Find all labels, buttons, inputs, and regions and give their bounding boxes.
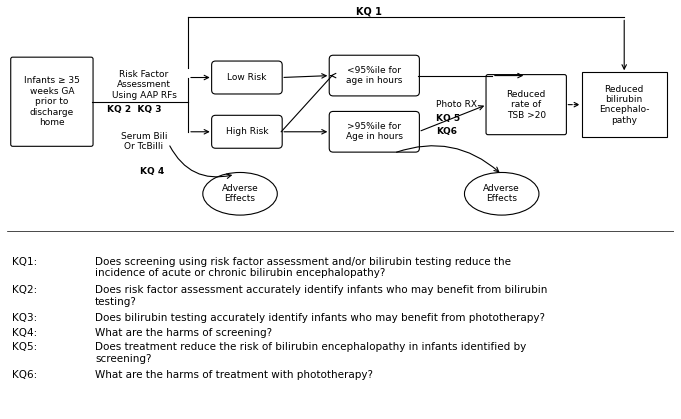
Ellipse shape bbox=[464, 173, 539, 215]
Text: Does risk factor assessment accurately identify infants who may benefit from bil: Does risk factor assessment accurately i… bbox=[95, 285, 548, 307]
Text: KQ2:: KQ2: bbox=[12, 285, 37, 295]
Text: KQ3:: KQ3: bbox=[12, 313, 37, 323]
Text: KQ4:: KQ4: bbox=[12, 328, 37, 338]
Text: KQ 2  KQ 3: KQ 2 KQ 3 bbox=[107, 105, 161, 114]
Text: <95%ile for
age in hours: <95%ile for age in hours bbox=[346, 66, 402, 85]
FancyBboxPatch shape bbox=[212, 115, 282, 148]
FancyBboxPatch shape bbox=[486, 75, 567, 134]
Text: Does bilirubin testing accurately identify infants who may benefit from photothe: Does bilirubin testing accurately identi… bbox=[95, 313, 545, 323]
Text: Adverse
Effects: Adverse Effects bbox=[222, 184, 258, 204]
FancyBboxPatch shape bbox=[11, 57, 93, 146]
Text: High Risk: High Risk bbox=[225, 127, 268, 136]
Text: Does screening using risk factor assessment and/or bilirubin testing reduce the
: Does screening using risk factor assessm… bbox=[95, 257, 511, 278]
Text: KQ 5: KQ 5 bbox=[436, 114, 460, 123]
Text: Photo RX: Photo RX bbox=[436, 100, 477, 109]
Text: Reduced
rate of
TSB >20: Reduced rate of TSB >20 bbox=[507, 90, 546, 119]
Text: Does treatment reduce the risk of bilirubin encephalopathy in infants identified: Does treatment reduce the risk of biliru… bbox=[95, 342, 526, 364]
Text: Adverse
Effects: Adverse Effects bbox=[484, 184, 520, 204]
Text: KQ6: KQ6 bbox=[436, 127, 457, 136]
Text: >95%ile for
Age in hours: >95%ile for Age in hours bbox=[346, 122, 402, 142]
Text: Low Risk: Low Risk bbox=[227, 73, 266, 82]
Text: Serum Bili
Or TcBilli: Serum Bili Or TcBilli bbox=[121, 132, 168, 151]
FancyBboxPatch shape bbox=[329, 55, 419, 96]
Ellipse shape bbox=[203, 173, 277, 215]
Text: Infants ≥ 35
weeks GA
prior to
discharge
home: Infants ≥ 35 weeks GA prior to discharge… bbox=[24, 76, 80, 127]
FancyBboxPatch shape bbox=[329, 111, 419, 152]
Text: KQ 4: KQ 4 bbox=[140, 167, 164, 176]
Text: What are the harms of screening?: What are the harms of screening? bbox=[95, 328, 272, 338]
Text: KQ 1: KQ 1 bbox=[356, 7, 382, 17]
Text: KQ1:: KQ1: bbox=[12, 257, 37, 267]
Text: What are the harms of treatment with phototherapy?: What are the harms of treatment with pho… bbox=[95, 370, 373, 380]
Text: Reduced
bilirubin
Encephalo-
pathy: Reduced bilirubin Encephalo- pathy bbox=[599, 85, 650, 125]
Text: KQ6:: KQ6: bbox=[12, 370, 37, 380]
FancyBboxPatch shape bbox=[582, 72, 667, 137]
Text: KQ5:: KQ5: bbox=[12, 342, 37, 352]
Text: Risk Factor
Assessment
Using AAP RFs: Risk Factor Assessment Using AAP RFs bbox=[112, 70, 176, 100]
FancyBboxPatch shape bbox=[212, 61, 282, 94]
